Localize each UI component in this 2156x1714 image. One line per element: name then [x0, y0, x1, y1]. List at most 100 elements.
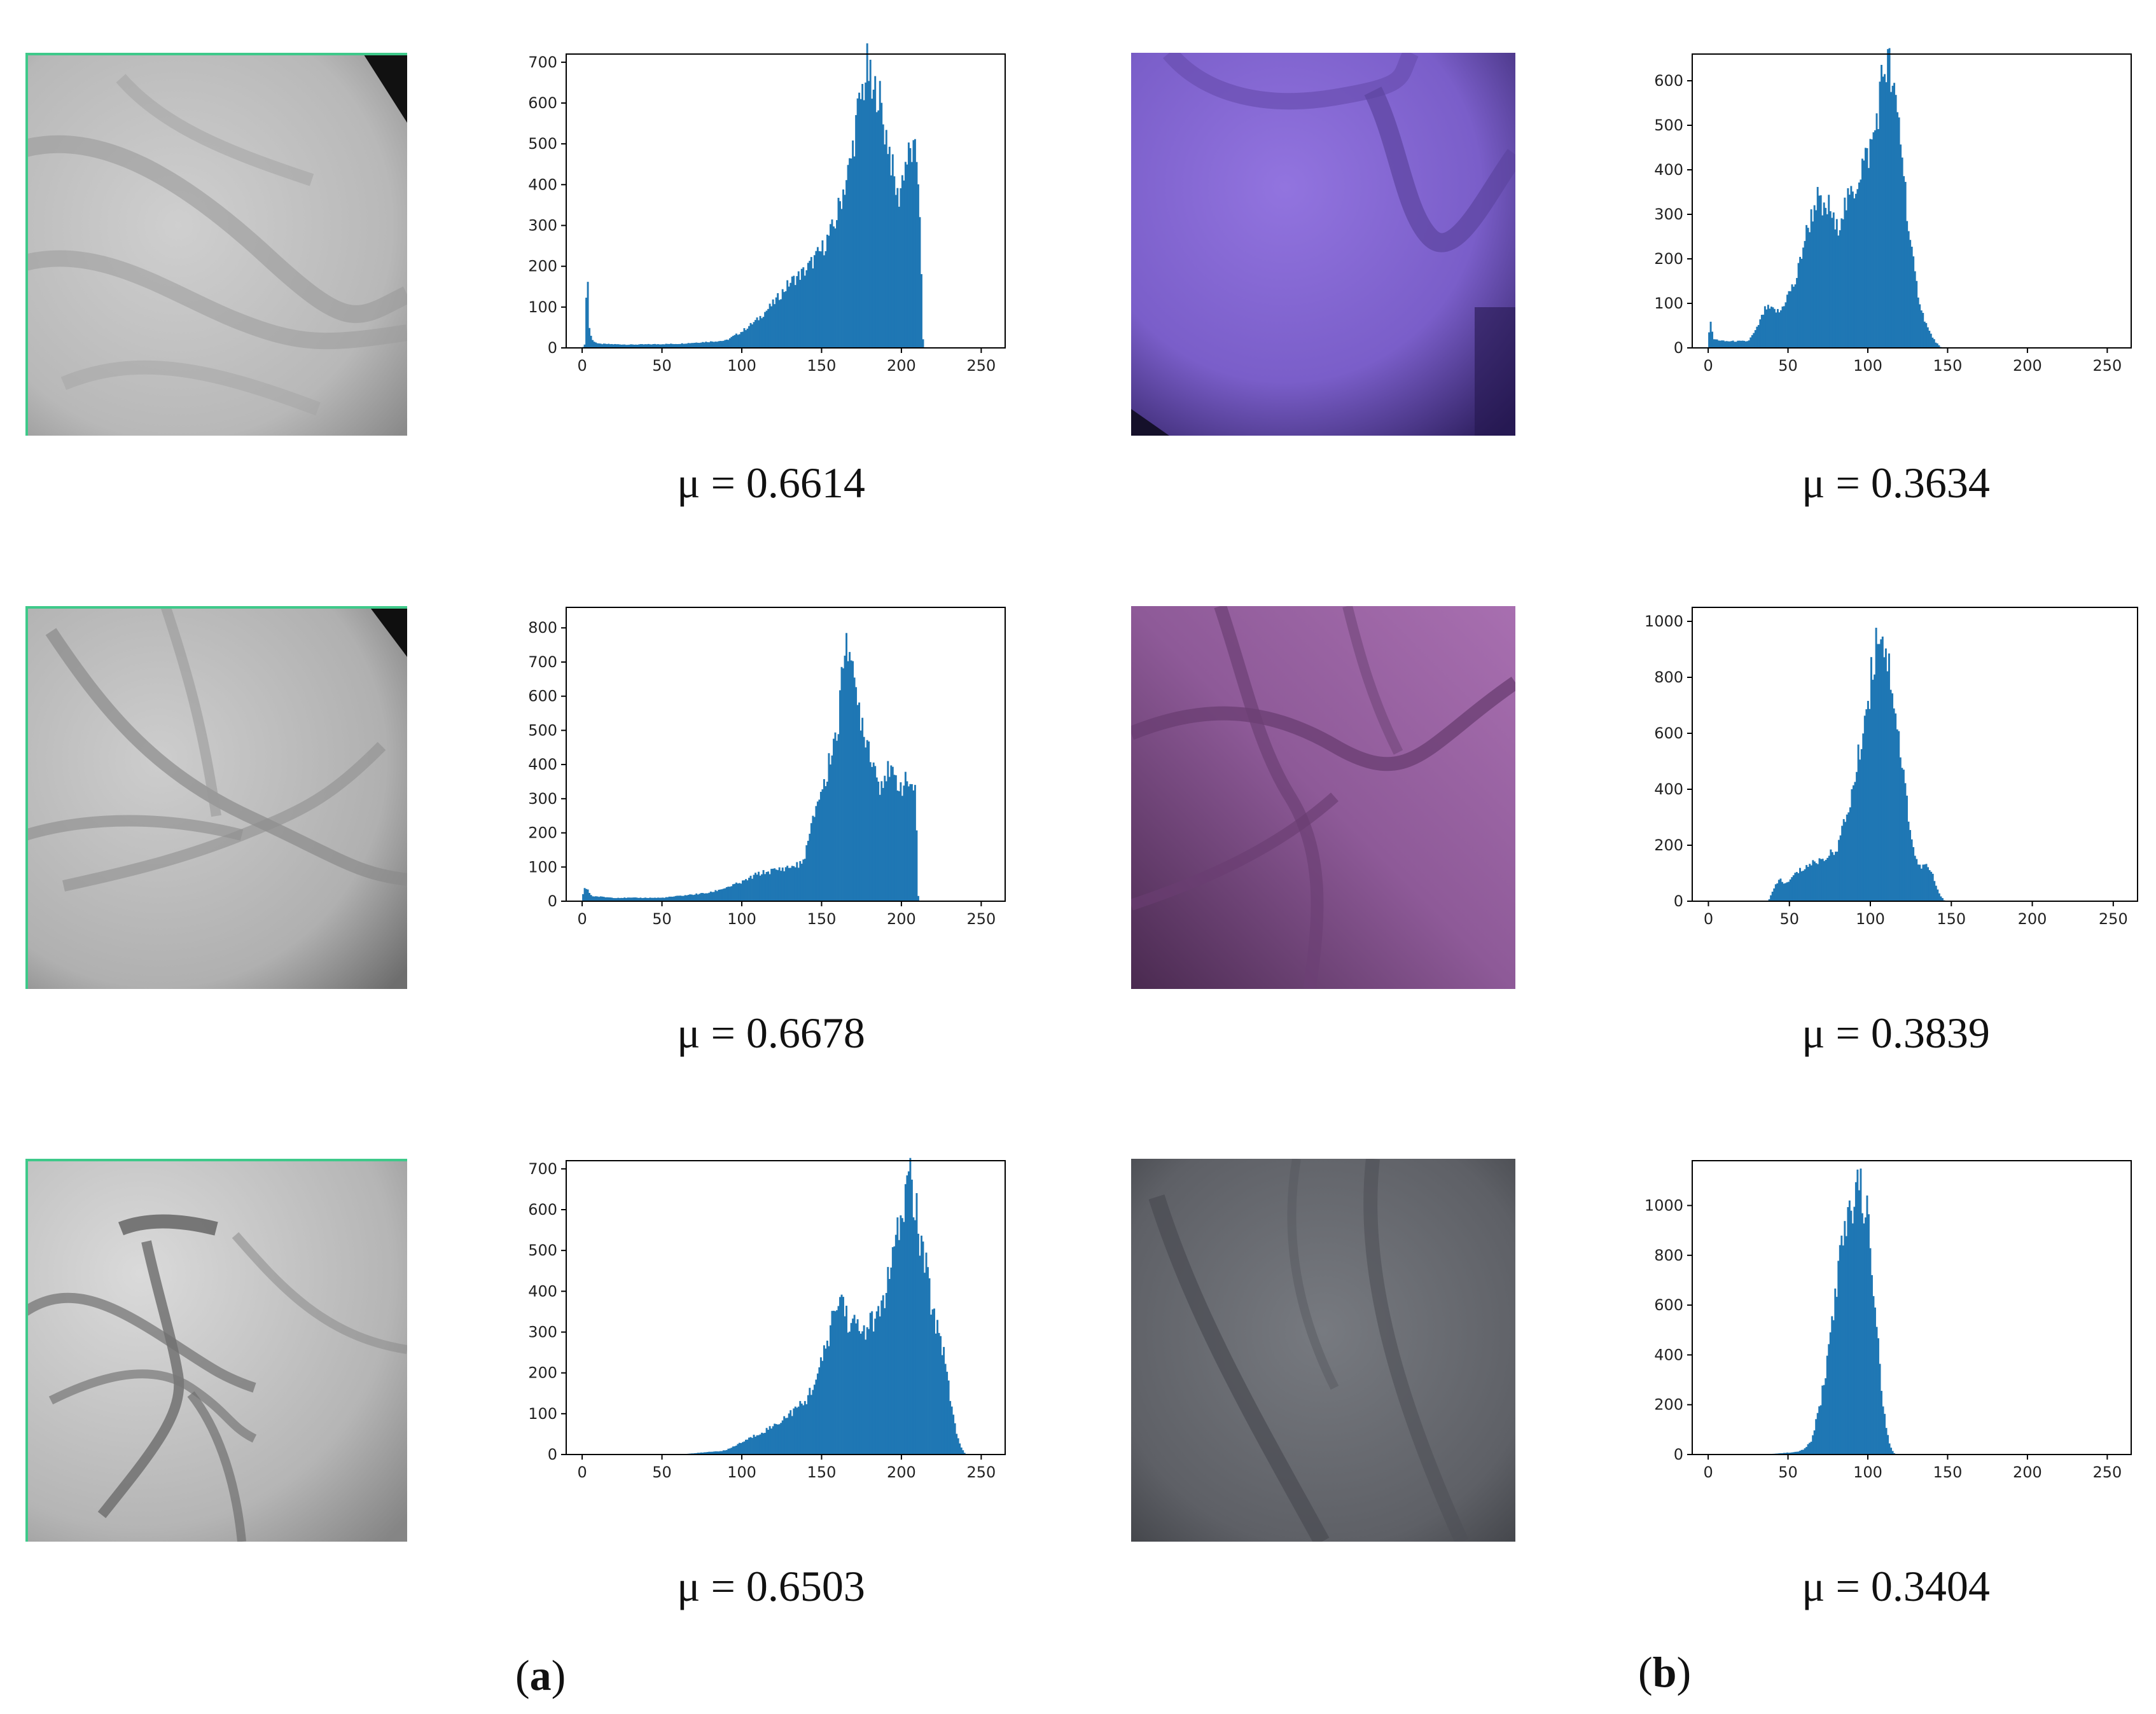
- histogram-bar: [636, 897, 639, 901]
- histogram-bar: [1868, 1214, 1870, 1455]
- histogram-bar: [1809, 232, 1811, 348]
- histogram-bar: [658, 344, 661, 348]
- histogram-bar: [855, 114, 858, 348]
- histogram-bar: [1860, 749, 1863, 901]
- histogram-bar: [1828, 195, 1830, 348]
- histogram-bar: [767, 871, 770, 901]
- histogram-bar: [879, 81, 881, 349]
- histogram-bar: [1783, 1453, 1785, 1455]
- histogram-bar: [1871, 1275, 1873, 1455]
- histogram-bar: [909, 148, 912, 348]
- histogram-bar: [1875, 113, 1878, 348]
- histogram-bar: [847, 661, 849, 901]
- y-tick-label: 700: [528, 1160, 557, 1178]
- histogram-bar: [1832, 212, 1835, 348]
- histogram-bar: [1835, 219, 1838, 348]
- histogram-bar: [1887, 1435, 1889, 1455]
- histogram-bar: [866, 740, 868, 901]
- histogram-bar: [1818, 858, 1821, 901]
- histogram-bar: [587, 282, 589, 348]
- histogram-bar: [751, 878, 753, 901]
- histogram-bar: [884, 144, 886, 349]
- histogram-bar: [909, 1158, 912, 1455]
- histogram-bar: [910, 162, 913, 348]
- histogram-bar: [689, 894, 692, 901]
- y-tick-label: 500: [1654, 116, 1683, 134]
- histogram-bar: [1767, 305, 1769, 348]
- histogram-bar: [1771, 892, 1774, 901]
- histogram-bar: [1857, 744, 1860, 901]
- histogram-bar: [800, 864, 803, 901]
- histogram-bar: [807, 263, 809, 348]
- histogram-bar: [770, 1428, 773, 1455]
- histogram-bar: [855, 1323, 858, 1455]
- x-tick-label: 250: [966, 357, 996, 375]
- histogram-bar: [1816, 186, 1819, 348]
- histogram-bar: [882, 787, 884, 901]
- histogram-bar: [778, 867, 781, 901]
- histogram-bar: [1888, 48, 1891, 348]
- histogram-bar: [646, 897, 648, 901]
- x-tick-label: 250: [2099, 910, 2128, 928]
- histogram-bar: [1914, 271, 1916, 348]
- histogram-bar: [803, 859, 806, 901]
- histogram-bar: [1914, 855, 1916, 901]
- histogram-bar: [810, 257, 812, 348]
- histogram-bar: [1794, 284, 1797, 348]
- histogram-bar: [818, 1367, 821, 1455]
- histogram-bar: [1802, 247, 1805, 348]
- histogram-bar: [615, 898, 618, 901]
- histogram-bar: [869, 762, 872, 901]
- histogram-bar: [797, 867, 800, 901]
- histogram-bar: [643, 344, 645, 348]
- histogram-bar: [1837, 1261, 1840, 1455]
- histogram-bar: [673, 344, 676, 348]
- histogram-bar: [1820, 859, 1823, 901]
- histogram-bar: [893, 1246, 896, 1455]
- histogram-bar: [828, 753, 830, 901]
- histogram-bar: [950, 1406, 953, 1455]
- histogram-bar: [622, 344, 624, 348]
- histogram-bar: [1825, 859, 1827, 901]
- histogram-bar: [1760, 314, 1763, 348]
- histogram-bar: [764, 874, 767, 901]
- histogram-bar: [713, 892, 715, 901]
- histogram-bar: [692, 895, 695, 901]
- histogram-bar: [709, 891, 712, 901]
- y-tick-label: 800: [1654, 668, 1683, 686]
- histogram-bar: [840, 209, 843, 348]
- histogram-bar: [1791, 284, 1793, 348]
- histogram-bar: [1800, 258, 1803, 348]
- histogram-bar: [1890, 1448, 1893, 1455]
- y-tick-label: 400: [528, 756, 557, 773]
- histogram-bar: [850, 660, 852, 901]
- histogram-bar: [1807, 867, 1809, 901]
- histogram-bar: [728, 338, 731, 348]
- histogram-bar: [869, 59, 872, 349]
- histogram-bar: [587, 889, 589, 901]
- histogram-bar: [777, 293, 779, 348]
- histogram-bar: [833, 738, 835, 901]
- histogram-bar: [1863, 1223, 1865, 1455]
- histogram-svg: 0 50 100 150 200 250 0 100 200 300 400 500 600 700: [528, 1158, 1006, 1481]
- histogram-bar: [849, 158, 851, 348]
- histogram-bar: [1888, 653, 1890, 901]
- histogram-bar: [1818, 195, 1821, 348]
- histogram-bar: [1936, 343, 1938, 348]
- histogram-bar: [762, 1433, 765, 1455]
- y-tick-label: 100: [528, 1405, 557, 1423]
- histogram-bar: [774, 868, 776, 901]
- histogram-bar: [652, 897, 655, 901]
- histogram-bar: [1804, 1448, 1806, 1455]
- histogram-bar: [810, 1395, 812, 1455]
- histogram-bar: [702, 893, 704, 901]
- histogram-bar: [900, 1215, 902, 1455]
- histogram-bar: [1884, 648, 1887, 901]
- histogram-bar: [590, 335, 592, 348]
- histogram-bar: [1797, 1451, 1800, 1455]
- histogram-bar: [639, 897, 642, 901]
- histogram-bar: [1810, 209, 1812, 348]
- x-tick-label: 50: [652, 910, 672, 928]
- histogram-bar: [880, 102, 883, 348]
- mu-label-2: μ = 0.3634: [1802, 459, 1990, 507]
